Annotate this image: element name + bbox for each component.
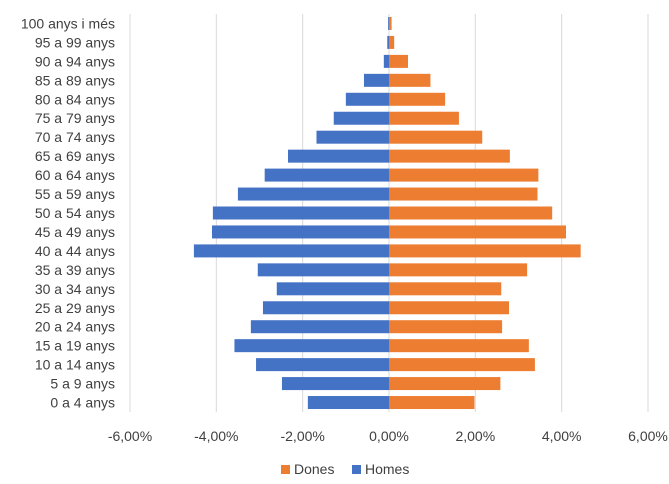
bar-dones <box>389 54 408 68</box>
bar-homes <box>276 282 389 296</box>
bar-dones <box>389 301 510 315</box>
category-label: 70 a 74 anys <box>35 129 115 145</box>
bar-homes <box>333 111 389 125</box>
bar-dones <box>389 263 528 277</box>
bar-dones <box>389 168 539 182</box>
bar-homes <box>212 206 389 220</box>
category-label: 65 a 69 anys <box>35 148 115 164</box>
category-label: 0 a 4 anys <box>50 395 115 411</box>
legend-item: Homes <box>352 461 409 477</box>
category-label: 25 a 29 anys <box>35 300 115 316</box>
bar-homes <box>262 301 389 315</box>
bar-dones <box>389 396 475 410</box>
bar-homes <box>193 244 389 258</box>
legend-label: Dones <box>294 461 334 477</box>
bar-dones <box>389 92 446 106</box>
series-dones <box>389 16 581 410</box>
bar-dones <box>389 225 566 239</box>
category-label: 50 a 54 anys <box>35 205 115 221</box>
category-label: 40 a 44 anys <box>35 243 115 259</box>
legend-label: Homes <box>365 461 409 477</box>
x-tick-label: 2,00% <box>455 428 495 444</box>
bar-homes <box>257 263 389 277</box>
bar-homes <box>281 377 389 391</box>
bar-homes <box>307 396 389 410</box>
legend: Dones Homes <box>281 461 409 477</box>
legend-item: Dones <box>281 461 334 477</box>
bar-dones <box>389 377 501 391</box>
bar-homes <box>316 130 389 144</box>
bar-dones <box>389 358 535 372</box>
category-label: 20 a 24 anys <box>35 319 115 335</box>
bar-homes <box>345 92 389 106</box>
bar-homes <box>264 168 389 182</box>
category-label: 90 a 94 anys <box>35 53 115 69</box>
legend-swatch <box>281 465 290 474</box>
bar-dones <box>389 130 483 144</box>
x-tick-label: 6,00% <box>628 428 668 444</box>
category-label: 75 a 79 anys <box>35 110 115 126</box>
category-label: 80 a 84 anys <box>35 91 115 107</box>
category-label: 45 a 49 anys <box>35 224 115 240</box>
bar-dones <box>389 320 503 334</box>
category-label: 10 a 14 anys <box>35 357 115 373</box>
bar-dones <box>389 187 538 201</box>
x-tick-label: -2,00% <box>280 428 324 444</box>
bar-dones <box>389 73 431 87</box>
bar-dones <box>389 206 553 220</box>
x-tick-label: -6,00% <box>108 428 152 444</box>
category-label: 60 a 64 anys <box>35 167 115 183</box>
category-label: 15 a 19 anys <box>35 338 115 354</box>
bar-homes <box>363 73 389 87</box>
bar-homes <box>212 225 389 239</box>
y-axis-labels: 100 anys i més 95 a 99 anys 90 a 94 anys 85… <box>21 15 115 410</box>
bar-dones <box>389 111 459 125</box>
bar-homes <box>250 320 389 334</box>
bar-homes <box>383 54 389 68</box>
bar-homes <box>287 149 389 163</box>
category-label: 55 a 59 anys <box>35 186 115 202</box>
category-label: 100 anys i més <box>21 15 115 31</box>
x-tick-label: -4,00% <box>194 428 238 444</box>
category-label: 5 a 9 anys <box>50 376 115 392</box>
category-label: 30 a 34 anys <box>35 281 115 297</box>
category-label: 35 a 39 anys <box>35 262 115 278</box>
x-tick-label: 0,00% <box>369 428 409 444</box>
category-label: 85 a 89 anys <box>35 72 115 88</box>
category-label: 95 a 99 anys <box>35 34 115 50</box>
bar-homes <box>234 339 389 353</box>
bar-dones <box>389 244 581 258</box>
legend-swatch <box>352 465 361 474</box>
bar-dones <box>389 339 529 353</box>
bar-homes <box>256 358 389 372</box>
bar-dones <box>389 35 395 49</box>
bar-dones <box>389 149 510 163</box>
x-tick-label: 4,00% <box>542 428 582 444</box>
bar-dones <box>389 282 502 296</box>
x-axis-labels: -6,00% -4,00% -2,00% 0,00% 2,00% 4,00% 6,00% <box>108 428 668 444</box>
series-homes <box>193 16 389 410</box>
bar-dones <box>389 16 392 30</box>
bar-homes <box>237 187 389 201</box>
bar-homes <box>388 16 389 30</box>
bar-homes <box>387 35 389 49</box>
